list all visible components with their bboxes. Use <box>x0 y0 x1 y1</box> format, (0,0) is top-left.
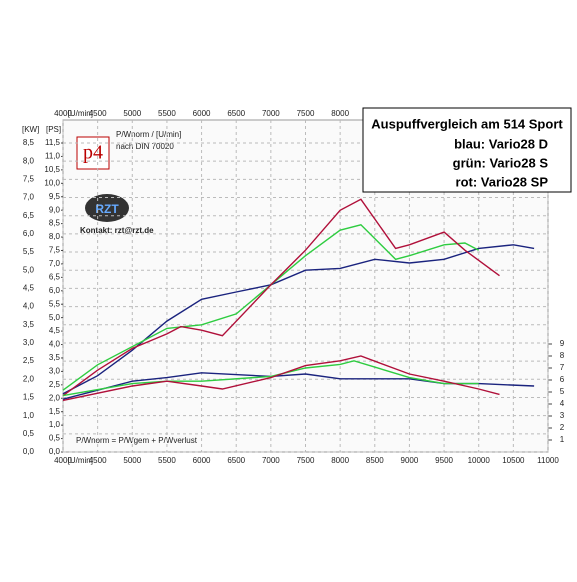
kw-tick-label: 7,0 <box>23 193 35 202</box>
top-x-tick-label: 5500 <box>158 109 176 118</box>
top-x-tick-label: 5000 <box>123 109 141 118</box>
y2-tick-label: 7 <box>560 363 565 372</box>
x-tick-label: 4000 <box>54 456 72 465</box>
kw-tick-label: 8,5 <box>23 138 35 147</box>
kw-tick-label: 5,0 <box>23 265 35 274</box>
kw-tick-label: 2,0 <box>23 374 35 383</box>
y2-tick-label: 3 <box>560 411 565 420</box>
top-x-tick-label: 4500 <box>89 109 107 118</box>
ps-tick-label: 0,5 <box>49 434 61 443</box>
ps-unit: [PS] <box>46 125 61 134</box>
ps-tick-label: 7,0 <box>49 259 61 268</box>
series-line <box>62 360 479 397</box>
x-unit: [U/min] <box>68 109 93 118</box>
kw-tick-label: 4,0 <box>23 302 35 311</box>
ps-tick-label: 9,5 <box>49 192 61 201</box>
ps-tick-label: 1,5 <box>49 407 61 416</box>
x-tick-label: 6500 <box>227 456 245 465</box>
ps-tick-label: 8,5 <box>49 219 61 228</box>
ps-tick-label: 0,0 <box>49 447 61 456</box>
kw-tick-label: 1,0 <box>23 411 35 420</box>
x-tick-label: 5000 <box>123 456 141 465</box>
x-tick-label: 10500 <box>502 456 525 465</box>
kw-tick-label: 0,0 <box>23 447 35 456</box>
ps-tick-label: 7,5 <box>49 246 61 255</box>
ps-tick-label: 2,0 <box>49 393 61 402</box>
x-tick-label: 9500 <box>435 456 453 465</box>
top-x-tick-label: 7500 <box>297 109 315 118</box>
kw-tick-label: 3,5 <box>23 320 35 329</box>
y2-tick-label: 8 <box>560 351 565 360</box>
kw-tick-label: 3,0 <box>23 338 35 347</box>
ps-tick-label: 8,0 <box>49 232 61 241</box>
ps-tick-label: 3,0 <box>49 367 61 376</box>
ps-tick-label: 9,0 <box>49 205 61 214</box>
ps-tick-label: 4,5 <box>49 326 61 335</box>
box-title: Auspuffvergleich am 514 Sport <box>371 116 563 131</box>
ps-tick-label: 6,5 <box>49 272 61 281</box>
legend-box: Auspuffvergleich am 514 Sport blau: Vari… <box>362 107 572 193</box>
kw-tick-label: 6,0 <box>23 229 35 238</box>
ps-tick-label: 6,0 <box>49 286 61 295</box>
x-tick-label: 7500 <box>297 456 315 465</box>
logo2: RZT <box>95 202 119 216</box>
logo-shape <box>85 194 129 222</box>
box-line: rot: Vario28 SP <box>456 174 549 189</box>
y2-tick-label: 5 <box>560 387 565 396</box>
logo-box <box>76 136 110 170</box>
ps-tick-label: 2,5 <box>49 380 61 389</box>
top-x-tick-label: 6500 <box>227 109 245 118</box>
top-x-tick-label: 4000 <box>54 109 72 118</box>
top-x-tick-label: 8000 <box>331 109 349 118</box>
top-x-tick-label: 6000 <box>193 109 211 118</box>
ps-tick-label: 11,5 <box>45 138 61 147</box>
ps-tick-label: 1,0 <box>49 420 61 429</box>
x-tick-label: 9000 <box>401 456 419 465</box>
y2-tick-label: 4 <box>560 399 565 408</box>
x-tick-label: 6000 <box>193 456 211 465</box>
x-tick-label: 10000 <box>468 456 491 465</box>
x-tick-label: 4500 <box>89 456 107 465</box>
ps-tick-label: 11,0 <box>45 152 61 161</box>
series-line <box>62 355 500 402</box>
x-tick-label: 5500 <box>158 456 176 465</box>
ps-tick-label: 5,0 <box>49 313 61 322</box>
kw-tick-label: 1,5 <box>23 393 35 402</box>
ps-tick-label: 4,0 <box>49 340 61 349</box>
note: P/Wnorm = P/Wgem + P/Wverlust <box>76 436 198 445</box>
x-tick-label: 8000 <box>331 456 349 465</box>
x-tick-label: 8500 <box>366 456 384 465</box>
ps-tick-label: 10,5 <box>44 165 60 174</box>
kw-tick-label: 6,5 <box>23 211 35 220</box>
top-x-tick-label: 7000 <box>262 109 280 118</box>
x-unit: [U/min] <box>68 456 93 465</box>
series-line <box>62 224 480 391</box>
kw-tick-label: 2,5 <box>23 356 35 365</box>
box-line: blau: Vario28 D <box>454 136 548 151</box>
kw-tick-label: 8,0 <box>23 156 35 165</box>
ps-tick-label: 10,0 <box>44 178 60 187</box>
contact: Kontakt: rzt@rzt.de <box>80 226 154 235</box>
y2-tick-label: 1 <box>560 435 565 444</box>
box-line: grün: Vario28 S <box>453 155 549 170</box>
kw-tick-label: 0,5 <box>23 429 35 438</box>
logo: p4 <box>83 142 103 164</box>
legend-frame <box>362 107 572 193</box>
kw-tick-label: 4,5 <box>23 284 35 293</box>
kw-unit: [KW] <box>22 125 39 134</box>
ps-tick-label: 3,5 <box>49 353 61 362</box>
x-tick-label: 11000 <box>537 456 559 465</box>
note: P/Wnorm / [U/min] <box>116 130 181 139</box>
y2-tick-label: 9 <box>560 339 565 348</box>
kw-tick-label: 5,5 <box>23 247 35 256</box>
kw-tick-label: 7,5 <box>23 174 35 183</box>
y2-tick-label: 6 <box>560 375 565 384</box>
y2-tick-label: 2 <box>560 423 565 432</box>
x-tick-label: 7000 <box>262 456 280 465</box>
note: nach DIN 70020 <box>116 142 174 151</box>
ps-tick-label: 5,5 <box>49 299 61 308</box>
series-line <box>62 198 500 397</box>
